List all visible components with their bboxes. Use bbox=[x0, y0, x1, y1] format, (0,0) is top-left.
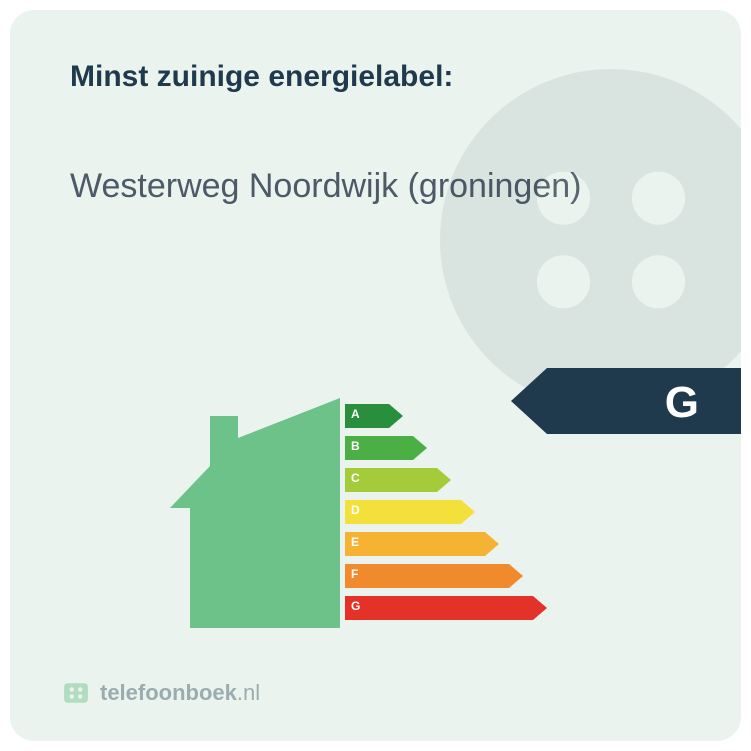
card-heading: Minst zuinige energielabel: bbox=[70, 60, 681, 94]
energy-bar-letter: B bbox=[351, 439, 360, 453]
card-subheading: Westerweg Noordwijk (groningen) bbox=[70, 164, 681, 208]
energy-bar-letter: G bbox=[351, 599, 360, 613]
rating-badge bbox=[511, 368, 741, 434]
brand-footer: telefoonboek.nl bbox=[62, 679, 260, 707]
brand-text: telefoonboek.nl bbox=[100, 680, 260, 706]
house-icon bbox=[170, 398, 340, 628]
energy-bar-letter: D bbox=[351, 503, 360, 517]
brand-icon bbox=[62, 679, 90, 707]
energy-bar-letter: E bbox=[351, 535, 359, 549]
info-card: Minst zuinige energielabel: Westerweg No… bbox=[10, 10, 741, 741]
energy-bar-letter: A bbox=[351, 407, 360, 421]
energy-bar-letter: F bbox=[351, 567, 358, 581]
energy-bar-letter: C bbox=[351, 471, 360, 485]
rating-letter: G bbox=[665, 378, 699, 428]
